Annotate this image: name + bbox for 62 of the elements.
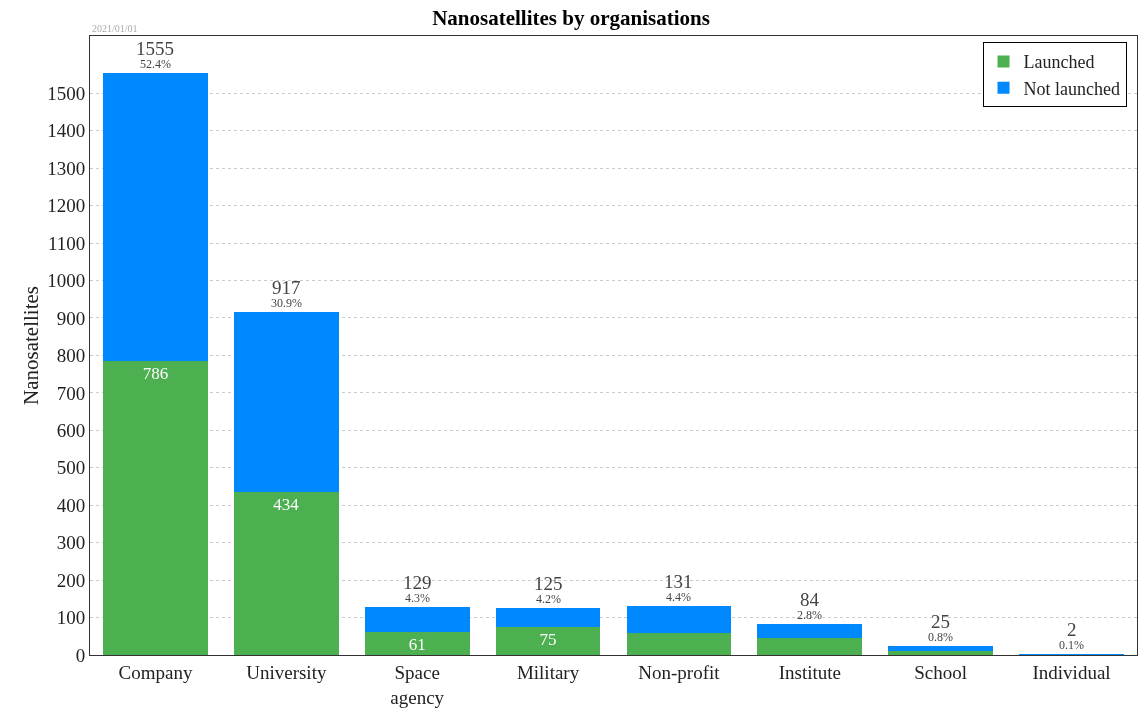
annotation: 52.4% — [140, 57, 171, 71]
y-tick-label: 400 — [56, 494, 86, 516]
total-label: 917 — [272, 277, 301, 298]
total-label: 25 — [931, 611, 950, 632]
chart-title: Nanosatellites by organisations — [432, 6, 710, 31]
annotation: 0.8% — [928, 630, 953, 644]
y-axis-title: Nanosatellites — [19, 286, 43, 405]
x-tick-label: Institute — [778, 661, 841, 683]
y-tick-label: 1300 — [47, 157, 86, 179]
bar — [103, 360, 208, 655]
y-tick-label: 1100 — [47, 232, 86, 254]
y-tick-label: 1400 — [47, 120, 86, 142]
bar — [233, 492, 339, 655]
bar — [626, 632, 732, 655]
annotation: 2.8% — [797, 608, 822, 622]
text: 2021/01/01 — [92, 23, 138, 34]
data-label: 786 — [142, 363, 169, 383]
x-tick-label: Non-profit — [638, 661, 721, 683]
y-tick-label: 600 — [56, 419, 86, 441]
bar — [495, 608, 601, 627]
y-tick-label: 0 — [75, 644, 86, 666]
y-tick-label: 900 — [56, 307, 86, 329]
total-label: 131 — [664, 571, 693, 592]
x-tick-label: Military — [516, 661, 580, 683]
annotation: 0.1% — [1059, 638, 1084, 652]
total-label: 2 — [1067, 619, 1077, 640]
bar — [233, 311, 339, 493]
annotation: 4.3% — [405, 591, 430, 605]
annotation: 30.9% — [271, 296, 302, 310]
data-label: 434 — [273, 495, 300, 515]
total-label: 1555 — [136, 38, 174, 59]
total-label: 125 — [534, 573, 563, 594]
bar — [364, 632, 470, 655]
y-tick-label: 200 — [56, 569, 86, 591]
y-tick-label: 1200 — [47, 195, 86, 217]
annotation: 4.2% — [536, 592, 561, 606]
bar — [364, 606, 470, 633]
annotation: 4.4% — [666, 590, 691, 604]
data-label: 61 — [408, 635, 426, 655]
y-tick-label: 800 — [56, 345, 86, 367]
y-tick-label: 1000 — [47, 270, 86, 292]
y-tick-label: 1500 — [47, 82, 86, 104]
bar — [626, 605, 732, 633]
y-tick-label: 300 — [56, 532, 86, 554]
total-label: 84 — [800, 589, 820, 610]
data-label: 75 — [539, 629, 557, 649]
x-tick-label: Space agency — [390, 661, 445, 708]
bar — [495, 626, 601, 655]
y-tick-label: 500 — [56, 457, 86, 479]
total-label: 129 — [403, 572, 432, 593]
bar — [757, 638, 863, 655]
y-tick-label: 100 — [56, 607, 86, 629]
y-tick-label: 700 — [56, 382, 86, 404]
x-tick-label: Company — [118, 661, 193, 683]
x-tick-label: University — [246, 661, 327, 683]
legend-label: Not launched — [1023, 78, 1120, 99]
bar — [888, 651, 994, 655]
legend-label: Launched — [1023, 52, 1095, 73]
bar — [757, 623, 863, 639]
bar — [103, 72, 208, 361]
x-tick-label: Individual — [1032, 661, 1111, 683]
x-tick-label: School — [914, 661, 968, 683]
